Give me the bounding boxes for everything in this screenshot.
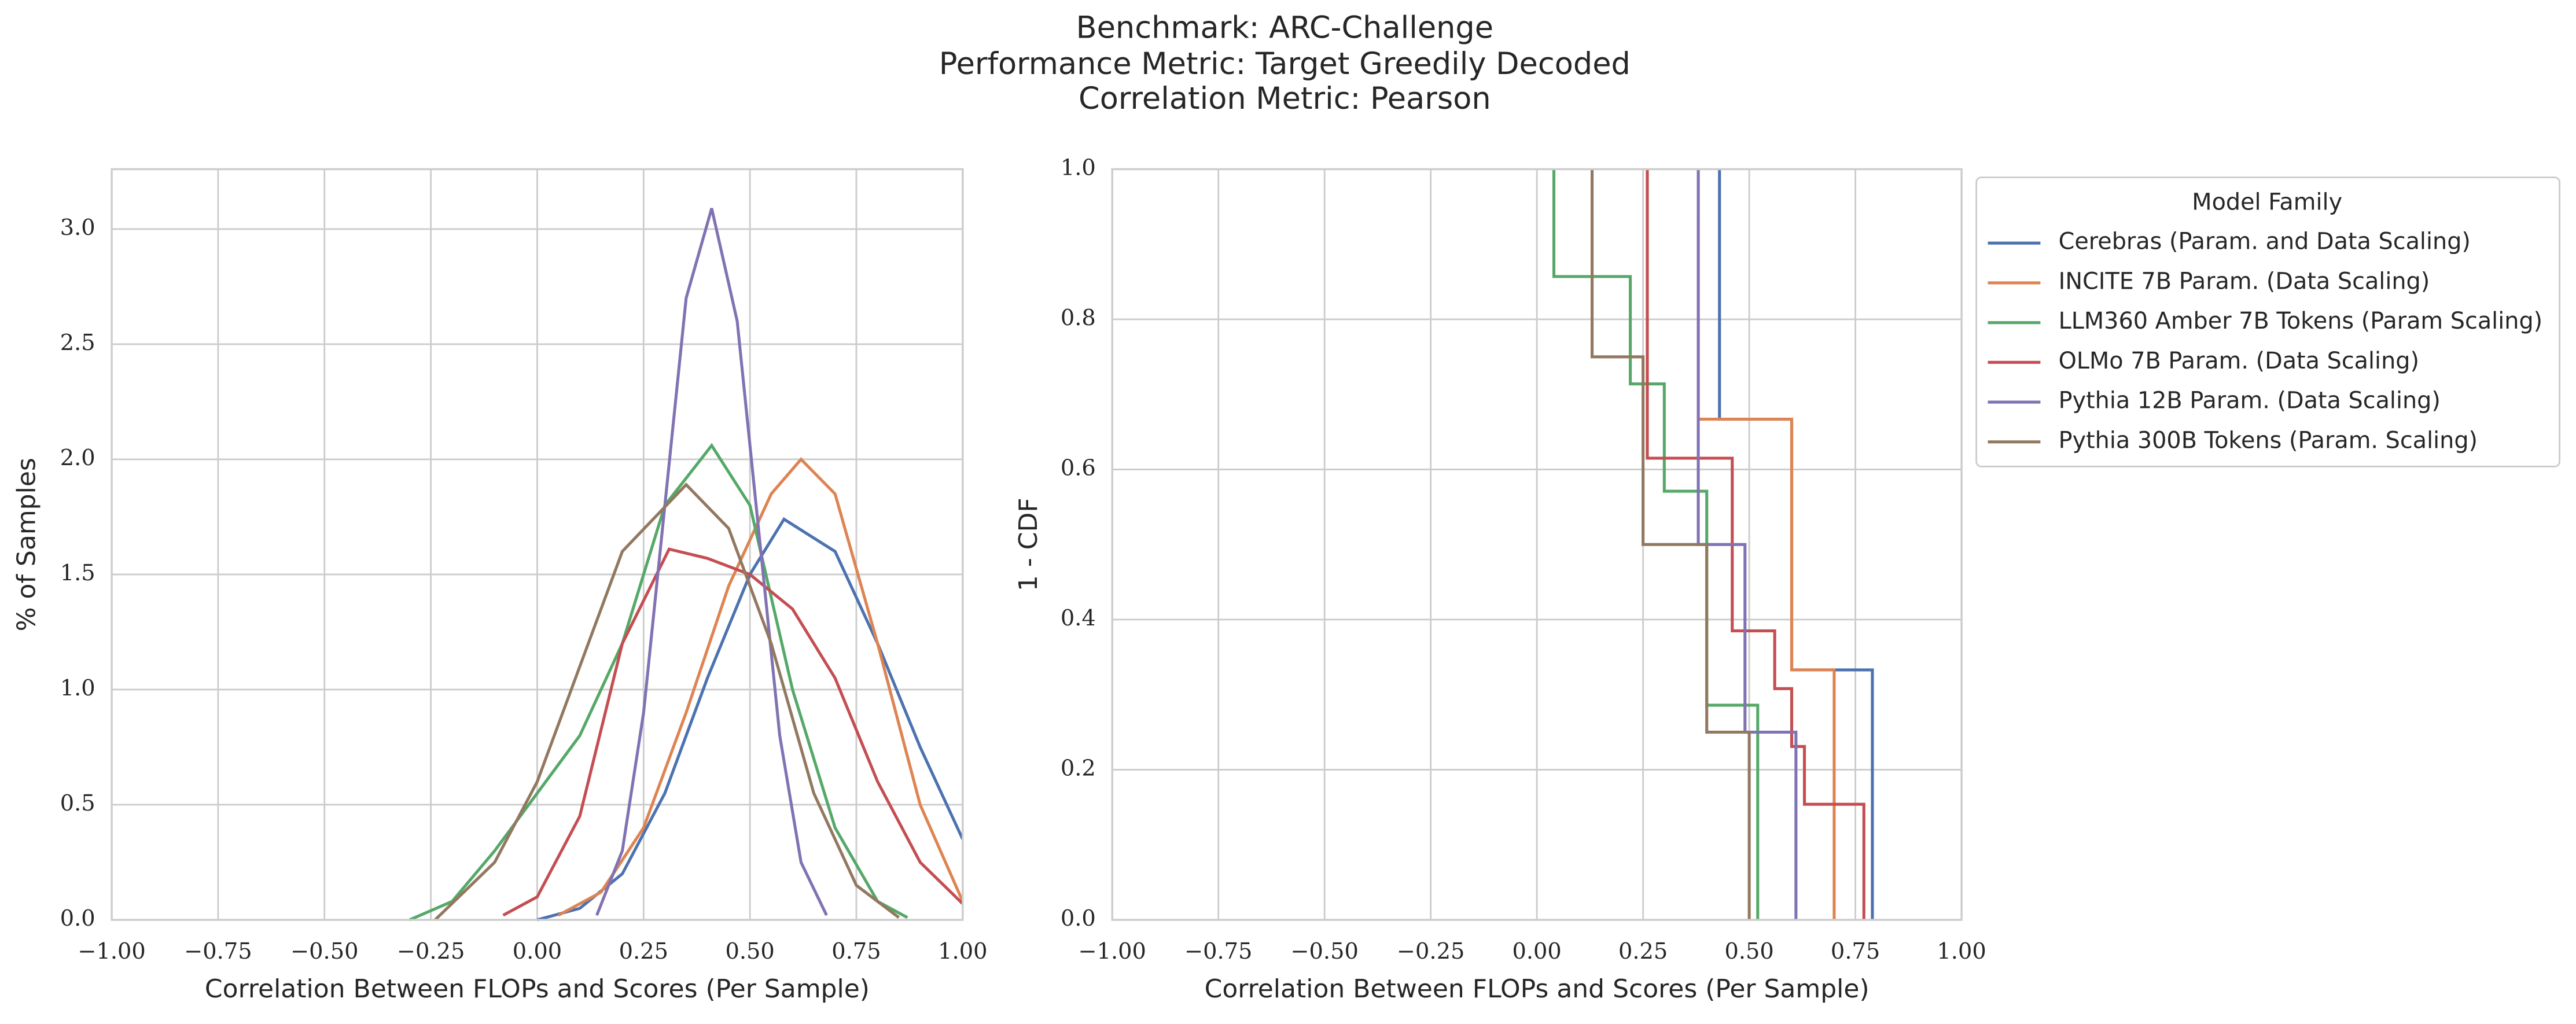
x-tick-label: 0.50 [725, 938, 774, 964]
x-tick-label: 0.75 [831, 938, 881, 964]
y-axis-label: % of Samples [12, 458, 41, 631]
y-tick-label: 0.0 [60, 905, 95, 931]
series-line [1646, 169, 1865, 920]
legend-label: LLM360 Amber 7B Tokens (Param Scaling) [2059, 308, 2543, 334]
legend-label: Pythia 300B Tokens (Param. Scaling) [2059, 427, 2478, 454]
title-line: Performance Metric: Target Greedily Deco… [939, 46, 1631, 82]
y-tick-label: 0.2 [1061, 755, 1096, 781]
x-tick-label: −1.00 [78, 938, 145, 964]
x-tick-label: −1.00 [1078, 938, 1146, 964]
x-tick-label: 0.25 [619, 938, 668, 964]
axes-frame [111, 168, 964, 921]
y-tick-label: 0.5 [60, 790, 95, 816]
x-tick-label: −0.50 [290, 938, 358, 964]
x-tick-label: −0.25 [1397, 938, 1464, 964]
legend-label: INCITE 7B Param. (Data Scaling) [2059, 268, 2430, 294]
y-tick-label: 0.6 [1061, 455, 1096, 481]
y-tick-label: 1.0 [1061, 154, 1096, 181]
y-tick-label: 0.4 [1061, 605, 1096, 631]
axes: −1.00 −0.75 −0.50 −0.25 0.00 0.25 0.50 0.75 1.00… [1014, 154, 1986, 1004]
x-tick-label: −0.50 [1290, 938, 1358, 964]
series-line [558, 457, 963, 917]
x-tick-label: −0.25 [397, 938, 465, 964]
legend-title: Model Family [2192, 189, 2342, 216]
series-line [595, 208, 828, 916]
x-tick-label: 0.50 [1724, 938, 1773, 964]
x-tick-label: 0.25 [1618, 938, 1668, 964]
x-tick-label: −0.75 [1184, 938, 1252, 964]
x-axis-label: Correlation Between FLOPs and Scores (Pe… [1205, 974, 1870, 1004]
x-axis-label: Correlation Between FLOPs and Scores (Pe… [205, 974, 870, 1004]
series-line [1697, 169, 1798, 920]
x-tick-label: 0.00 [1512, 938, 1561, 964]
x-tick-label: 1.00 [938, 938, 987, 964]
title-line: Benchmark: ARC-Challenge [1076, 10, 1493, 46]
legend-box [1975, 176, 2561, 467]
legend: Model Family Cerebras (Param. and Data Sc… [1975, 176, 2561, 467]
y-axis-label: 1 - CDF [1014, 498, 1043, 591]
legend-label: OLMo 7B Param. (Data Scaling) [2059, 348, 2419, 374]
x-tick-label: 0.75 [1831, 938, 1880, 964]
y-tick-label: 1.5 [60, 560, 95, 586]
axes-frame [1111, 168, 1963, 921]
legend-label: Pythia 12B Param. (Data Scaling) [2059, 388, 2441, 414]
y-tick-label: 0.8 [1061, 305, 1096, 331]
x-tick-label: −0.75 [184, 938, 252, 964]
title-line: Correlation Metric: Pearson [1079, 81, 1491, 116]
y-tick-label: 0.0 [1061, 905, 1096, 931]
series-line [1591, 169, 1751, 920]
x-tick-label: 1.00 [1937, 938, 1986, 964]
series-line [502, 547, 963, 917]
y-tick-label: 3.0 [60, 215, 95, 241]
legend-label: Cerebras (Param. and Data Scaling) [2059, 229, 2471, 255]
x-tick-label: 0.00 [513, 938, 562, 964]
y-tick-label: 2.0 [60, 445, 95, 471]
axes: −1.00 −0.75 −0.50 −0.25 0.00 0.25 0.50 0.75 1.00… [12, 168, 987, 1004]
y-tick-label: 1.0 [60, 675, 95, 701]
series-line [434, 482, 900, 921]
y-tick-label: 2.5 [60, 330, 95, 356]
